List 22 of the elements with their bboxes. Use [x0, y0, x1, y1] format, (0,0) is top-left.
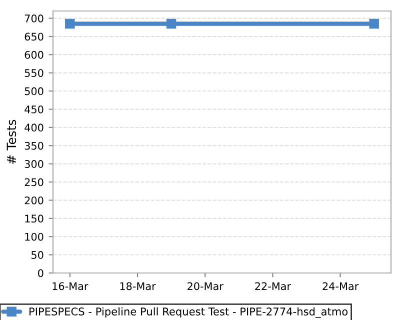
- y-tick-label: 0: [38, 269, 44, 278]
- y-tick-label: 650: [24, 32, 44, 41]
- y-tick-label: 550: [24, 69, 44, 77]
- y-tick-label: 600: [24, 50, 44, 59]
- y-tick-label: 450: [24, 105, 44, 114]
- x-tick-label: 24-Mar: [322, 282, 359, 290]
- y-tick-label: 150: [25, 214, 44, 223]
- y-tick-label: 500: [24, 87, 44, 96]
- y-tick-label: 100: [25, 232, 44, 241]
- y-tick-label: 300: [24, 160, 44, 168]
- y-tick-label: 200: [24, 196, 44, 204]
- x-tick-label: 16-Mar: [52, 282, 88, 290]
- y-tick-label: 50: [32, 251, 44, 259]
- y-tick-label: 400: [24, 124, 44, 132]
- y-axis-title: # Tests: [6, 120, 16, 164]
- y-tick-label: 350: [24, 142, 44, 150]
- y-tick-label: 250: [24, 178, 44, 186]
- x-tick-label: 18-Mar: [120, 282, 156, 290]
- legend-label: PIPESPECS - Pipeline Pull Request Test - PIPE-2774-hsd_atmo: [30, 307, 348, 318]
- y-tick-label: 700: [24, 14, 44, 22]
- x-tick-label: 20-Mar: [188, 282, 224, 290]
- x-tick-label: 22-Mar: [255, 282, 292, 290]
